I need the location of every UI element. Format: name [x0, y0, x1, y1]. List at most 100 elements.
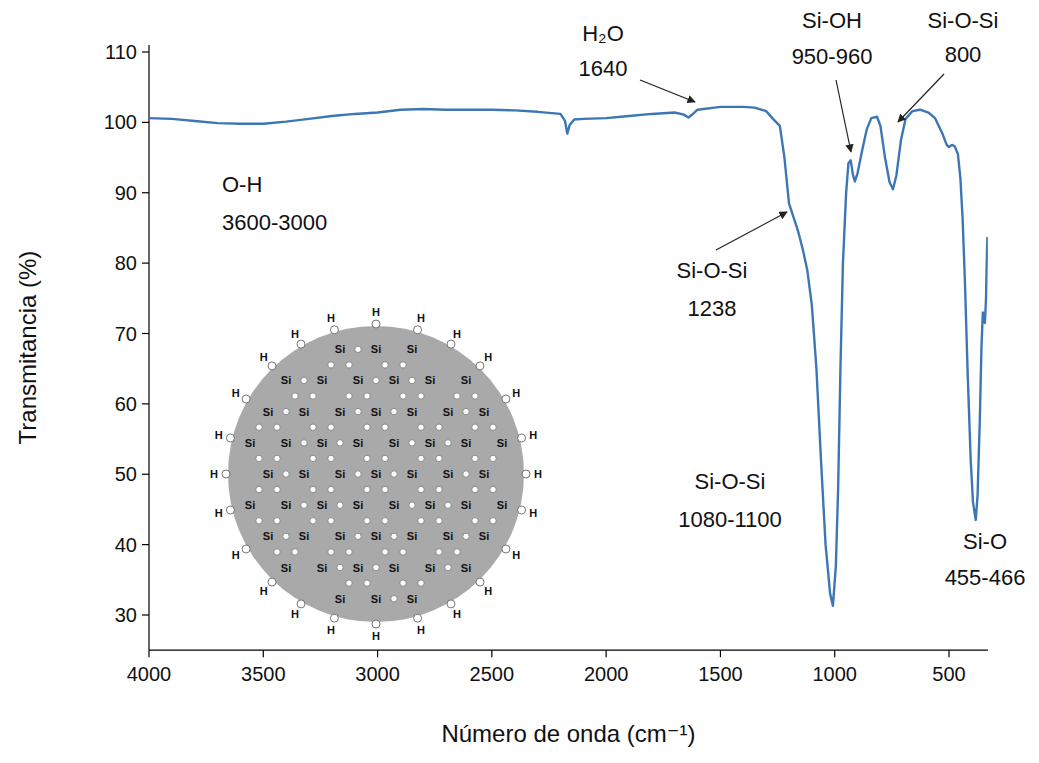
si-label: Si [281, 437, 291, 449]
oxygen [454, 393, 460, 399]
si-label: Si [479, 406, 489, 418]
si-label: Si [335, 593, 345, 605]
oxygen [373, 377, 379, 383]
oxygen [382, 549, 388, 555]
oxygen [283, 471, 289, 477]
oxygen [328, 486, 334, 492]
oxygen [274, 549, 280, 555]
oxygen [418, 455, 424, 461]
y-tick [142, 474, 149, 475]
oxygen [472, 424, 478, 430]
x-tick [606, 650, 607, 657]
annotation-text: 1080-1100 [678, 507, 782, 532]
annotations: O-H3600-3000H₂O1640Si-OH950-960Si-O-Si80… [222, 8, 1025, 590]
oxygen [310, 424, 316, 430]
si-label: Si [371, 468, 381, 480]
oxygen [328, 549, 334, 555]
oxygen [274, 518, 280, 524]
oxygen [472, 518, 478, 524]
oxygen [301, 377, 307, 383]
oxygen [256, 455, 262, 461]
si-label: Si [389, 562, 399, 574]
y-tick-label: 50 [115, 463, 137, 485]
oxygen [355, 471, 361, 477]
si-label: Si [317, 562, 327, 574]
h-label: H [512, 549, 520, 561]
x-tick [720, 650, 721, 657]
annotation-arrow [640, 80, 695, 102]
y-tick [142, 192, 149, 193]
si-label: Si [389, 499, 399, 511]
y-tick-label: 30 [115, 604, 137, 626]
si-label: Si [335, 343, 345, 355]
hydroxyl-oxygen [414, 614, 422, 622]
axes: 3040506070809010011040003500300025002000… [104, 41, 988, 685]
oxygen [364, 455, 370, 461]
h-label: H [417, 312, 425, 324]
annotation-text: Si-O-Si [695, 469, 766, 494]
oxygen [256, 486, 262, 492]
oxygen [274, 455, 280, 461]
x-axis-title: Número de onda (cm⁻¹) [441, 720, 695, 747]
oxygen [445, 502, 451, 508]
y-tick-label: 60 [115, 393, 137, 415]
annotation-text: 1640 [579, 56, 628, 81]
h-label: H [327, 624, 335, 636]
oxygen [445, 564, 451, 570]
si-label: Si [317, 499, 327, 511]
hydroxyl-oxygen [222, 470, 230, 478]
oxygen [490, 486, 496, 492]
y-axis-title: Transmitancia (%) [14, 251, 41, 445]
oxygen [328, 518, 334, 524]
annotation-text: O-H [222, 172, 262, 197]
oxygen [490, 424, 496, 430]
oxygen [382, 486, 388, 492]
oxygen [418, 580, 424, 586]
oxygen [346, 362, 352, 368]
hydroxyl-oxygen [297, 600, 305, 608]
si-label: Si [443, 406, 453, 418]
hydroxyl-oxygen [502, 395, 510, 403]
annotation-text: Si-O [963, 529, 1007, 554]
oxygen [274, 424, 280, 430]
annotation-text: H₂O [582, 21, 624, 46]
h-label: H [372, 630, 380, 642]
oxygen [391, 471, 397, 477]
si-label: Si [425, 562, 435, 574]
si-label: Si [389, 437, 399, 449]
oxygen [292, 393, 298, 399]
y-tick-label: 100 [104, 111, 137, 133]
oxygen [382, 518, 388, 524]
x-tick-label: 1500 [698, 663, 743, 685]
si-label: Si [371, 593, 381, 605]
x-tick-label: 3500 [241, 663, 286, 685]
oxygen [409, 377, 415, 383]
si-label: Si [407, 468, 417, 480]
y-tick-label: 40 [115, 534, 137, 556]
hydroxyl-oxygen [297, 340, 305, 348]
oxygen [292, 549, 298, 555]
h-label: H [484, 351, 492, 363]
oxygen [472, 393, 478, 399]
oxygen [400, 549, 406, 555]
oxygen [355, 408, 361, 414]
annotation-text: 950-960 [792, 44, 873, 69]
oxygen [490, 518, 496, 524]
si-label: Si [353, 562, 363, 574]
h-label: H [327, 312, 335, 324]
h-label: H [260, 351, 268, 363]
oxygen [472, 486, 478, 492]
hydroxyl-oxygen [330, 326, 338, 334]
oxygen [400, 580, 406, 586]
oxygen [490, 455, 496, 461]
oxygen [418, 393, 424, 399]
oxygen [283, 408, 289, 414]
si-label: Si [281, 562, 291, 574]
h-label: H [453, 328, 461, 340]
oxygen [436, 424, 442, 430]
oxygen [346, 393, 352, 399]
oxygen [310, 518, 316, 524]
hydroxyl-oxygen [414, 326, 422, 334]
x-tick-label: 3000 [355, 663, 400, 685]
si-label: Si [263, 406, 273, 418]
